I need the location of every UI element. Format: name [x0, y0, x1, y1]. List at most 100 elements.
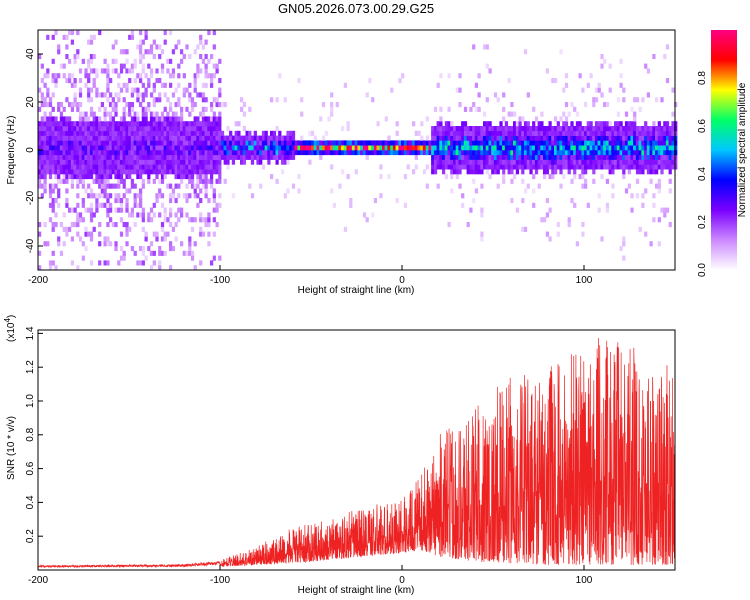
- spectrogram-cell: [155, 78, 159, 84]
- spectrogram-cell: [605, 130, 610, 136]
- spectrogram-cell: [139, 164, 143, 170]
- spectrogram-cell: [59, 102, 64, 108]
- spectrogram-cell: [600, 154, 604, 160]
- spectrogram-cell: [54, 212, 58, 218]
- spectrogram-cell: [43, 82, 47, 88]
- spectrogram-cell: [76, 265, 80, 271]
- spectrogram-cell: [488, 140, 492, 146]
- spectrogram-cell: [210, 159, 214, 165]
- spectrogram-cell: [158, 246, 162, 252]
- spectrogram-cell: [125, 49, 129, 55]
- spectrogram-cell: [635, 159, 640, 165]
- spectrogram-cell: [657, 154, 661, 160]
- spectrogram-cell: [657, 130, 661, 136]
- spectrogram-cell: [425, 145, 429, 151]
- spectrogram-cell: [193, 188, 197, 194]
- spectrogram-cell: [409, 140, 413, 146]
- spectrogram-cell: [409, 145, 413, 151]
- spectrogram-cell: [169, 30, 173, 36]
- spectrogram-cell: [103, 135, 107, 141]
- spectrogram-cell: [562, 145, 566, 151]
- spectrogram-cell: [141, 217, 145, 223]
- spectrogram-cell: [559, 183, 563, 189]
- spectrogram-cell: [624, 126, 629, 132]
- spectrogram-cell: [371, 212, 375, 218]
- spectrogram-cell: [158, 169, 162, 175]
- spectrogram-cell: [95, 178, 99, 184]
- spectrogram-cell: [493, 140, 498, 146]
- spectrogram-cell: [226, 164, 230, 170]
- spectrogram-cell: [128, 145, 132, 151]
- spectrogram-cell: [171, 193, 176, 199]
- spectrogram-cell: [111, 222, 115, 228]
- spectrogram-cell: [646, 154, 651, 160]
- spectrogram-cell: [652, 169, 656, 175]
- spectrogram-cell: [624, 154, 629, 160]
- spectrogram-cell: [611, 159, 615, 165]
- spectrogram-cell: [616, 126, 621, 132]
- spectrogram-cell: [130, 150, 135, 156]
- spectrogram-cell: [149, 217, 154, 223]
- spectrogram-cell: [73, 78, 77, 84]
- spectrogram-cell: [469, 126, 473, 132]
- spectrogram-cell: [403, 202, 408, 208]
- spectrogram-cell: [40, 164, 44, 170]
- spectrogram-cell: [619, 145, 623, 151]
- spectrogram-cell: [608, 164, 612, 170]
- colorbar-tick-label: 0.0: [697, 263, 708, 277]
- spectrogram-cell: [499, 164, 503, 170]
- spectrogram-cell: [635, 169, 640, 175]
- spectrogram-cell: [174, 111, 178, 117]
- spectrogram-cell: [163, 126, 167, 132]
- spectrogram-cell: [210, 130, 214, 136]
- spectrogram-cell: [76, 126, 80, 132]
- spectrogram-cell: [210, 135, 214, 141]
- spectrogram-cell: [641, 126, 645, 132]
- spectrogram-cell: [136, 150, 140, 156]
- spectrogram-cell: [540, 159, 544, 165]
- spectrogram-cell: [234, 150, 238, 156]
- spectrogram-cell: [98, 222, 102, 228]
- spectrogram-cell: [65, 178, 69, 184]
- spectrogram-cell: [275, 145, 279, 151]
- spectrogram-cell: [526, 126, 530, 132]
- spectrogram-cell: [674, 154, 678, 160]
- spectrogram-cell: [169, 82, 173, 88]
- spectrogram-cell: [117, 154, 121, 160]
- spectrogram-cell: [433, 106, 438, 112]
- spectrogram-cell: [458, 87, 462, 93]
- spectrogram-cell: [594, 164, 599, 170]
- spectrogram-cell: [472, 44, 476, 50]
- spectrogram-cell: [562, 140, 566, 146]
- spectrogram-cell: [534, 135, 539, 141]
- spectrogram-cell: [122, 111, 126, 117]
- spectrogram-cell: [371, 140, 375, 146]
- spectrogram-cell: [382, 140, 386, 146]
- spectrogram-cell: [502, 130, 506, 136]
- spectrogram-cell: [283, 135, 287, 141]
- spectrogram-cell: [152, 159, 156, 165]
- spectrogram-cell: [264, 140, 268, 146]
- spectrogram-cell: [141, 82, 145, 88]
- spectrogram-cell: [493, 145, 498, 151]
- spectrogram-cell: [188, 54, 192, 60]
- spectrogram-cell: [267, 159, 271, 165]
- spectrogram-cell: [48, 159, 53, 165]
- spectrogram-cell: [89, 97, 94, 103]
- spectrogram-cell: [600, 236, 604, 242]
- spectrogram-cell: [603, 130, 607, 136]
- spectrogram-cell: [218, 111, 222, 117]
- spectrogram-cell: [38, 178, 42, 184]
- spectrogram-cell: [147, 82, 151, 88]
- spectrogram-cell: [461, 121, 465, 127]
- spectrogram-cell: [111, 169, 115, 175]
- spectrogram-cell: [663, 135, 667, 141]
- spectrogram-cell: [652, 121, 656, 127]
- spectrogram-cell: [133, 198, 137, 204]
- spectrogram-cell: [152, 231, 156, 237]
- spectrogram-cell: [521, 198, 525, 204]
- spectrogram-cell: [196, 159, 200, 165]
- spectrogram-cell: [38, 150, 42, 156]
- spectrogram-cell: [87, 116, 91, 122]
- spectrogram-cell: [46, 140, 50, 146]
